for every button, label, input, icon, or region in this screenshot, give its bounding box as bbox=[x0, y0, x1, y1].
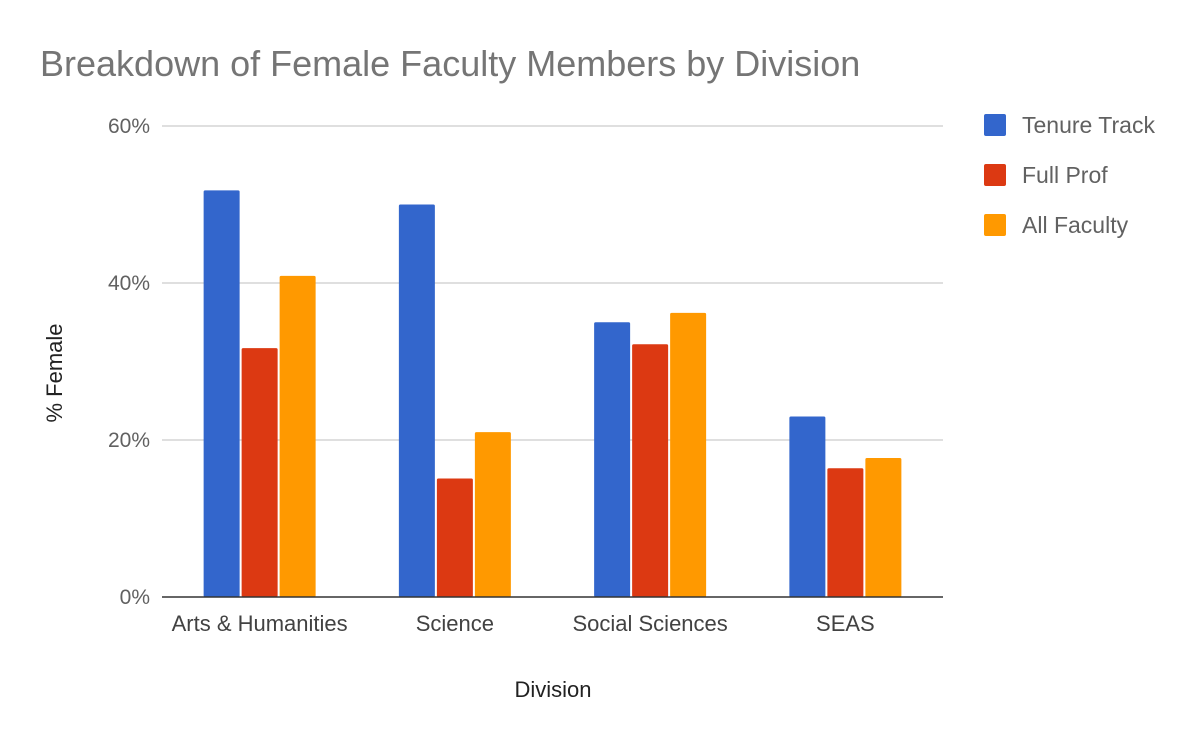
legend-label: All Faculty bbox=[1022, 212, 1129, 238]
y-tick-label: 60% bbox=[108, 115, 150, 138]
bar-all-faculty-0 bbox=[279, 275, 316, 597]
y-tick-label: 40% bbox=[108, 272, 150, 295]
bars bbox=[203, 190, 902, 597]
x-category-label: Science bbox=[416, 611, 494, 636]
chart-title: Breakdown of Female Faculty Members by D… bbox=[40, 43, 860, 84]
legend-swatch bbox=[984, 164, 1006, 186]
x-axis-category-labels: Arts & Humanities Science Social Sciences S… bbox=[172, 611, 875, 636]
legend-label: Tenure Track bbox=[1022, 112, 1155, 138]
y-tick-label: 0% bbox=[120, 586, 150, 609]
x-category-label: Social Sciences bbox=[572, 611, 727, 636]
y-axis-ticks: 0% 20% 40% 60% bbox=[108, 115, 150, 609]
y-axis-title: % Female bbox=[42, 323, 67, 422]
x-category-label: SEAS bbox=[816, 611, 875, 636]
gridlines bbox=[162, 125, 943, 441]
x-category-label: Arts & Humanities bbox=[172, 611, 348, 636]
bar-tenure-track-2 bbox=[594, 322, 631, 597]
legend-swatch bbox=[984, 214, 1006, 236]
legend-swatch bbox=[984, 114, 1006, 136]
bar-full-prof-0 bbox=[241, 348, 278, 597]
x-axis-title: Division bbox=[514, 677, 591, 702]
bar-tenure-track-3 bbox=[789, 416, 826, 597]
y-tick-label: 20% bbox=[108, 429, 150, 452]
bar-all-faculty-3 bbox=[865, 458, 902, 597]
bar-tenure-track-1 bbox=[398, 204, 435, 597]
bar-full-prof-2 bbox=[632, 344, 669, 597]
bar-full-prof-3 bbox=[827, 468, 864, 597]
bar-all-faculty-2 bbox=[670, 312, 707, 597]
bar-all-faculty-1 bbox=[474, 432, 511, 597]
legend: Tenure Track Full Prof All Faculty bbox=[984, 112, 1155, 238]
legend-label: Full Prof bbox=[1022, 162, 1108, 188]
bar-full-prof-1 bbox=[436, 478, 473, 597]
bar-tenure-track-0 bbox=[203, 190, 240, 597]
